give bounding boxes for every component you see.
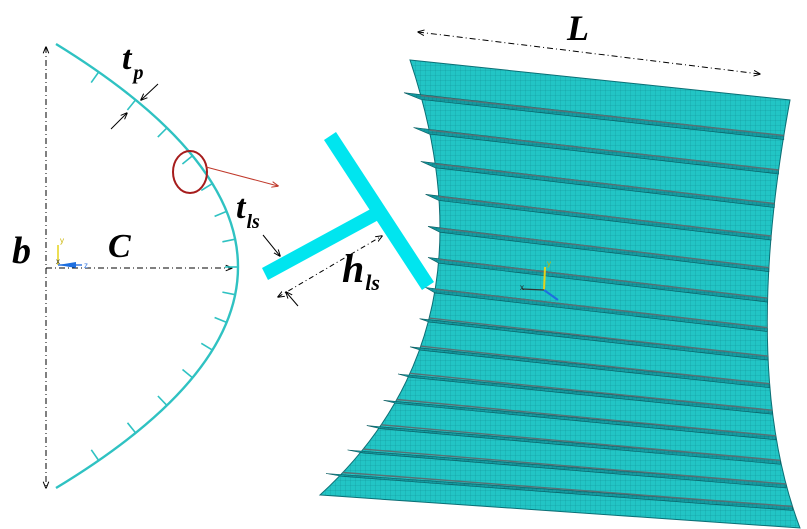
stiffener-weld-line — [435, 163, 775, 205]
stiffener-weld-line — [439, 227, 769, 269]
stiffener-tick — [214, 210, 227, 218]
stiffener-tick — [200, 342, 213, 351]
fe-mesh-panel-view: L x y — [318, 8, 801, 529]
stiffener-weld-line — [342, 471, 793, 508]
stiffener-web — [262, 205, 384, 280]
stiffener-weld-line — [438, 258, 768, 299]
stiffener-thickness-arrow-top — [262, 234, 280, 256]
panel-stiffeners — [325, 92, 793, 511]
axis-y-label-3d: y — [547, 259, 551, 268]
axis-triad-right: x y — [520, 259, 559, 301]
plate-thickness-arrow-bottom — [110, 113, 127, 130]
stiffener-weld-line — [381, 424, 781, 461]
axis-x-label: x — [56, 257, 60, 266]
stiffener-weld-line — [438, 195, 772, 237]
axis-triad-left: y z x — [56, 236, 88, 270]
stiffener-weld-line — [363, 448, 787, 485]
curvature-depth-label: C — [108, 228, 131, 265]
stiffener-weld-line — [409, 372, 773, 411]
stiffener-height-dimension-line — [278, 236, 382, 297]
axis-z-label: z — [84, 261, 88, 270]
panel-width-label: b — [12, 230, 31, 272]
stiffener-tick — [181, 368, 194, 379]
stiffener-tick — [126, 422, 137, 434]
plate-thickness-arrow-top — [141, 83, 159, 100]
detail-pointer-arrow — [205, 166, 278, 186]
stiffener-tick — [90, 449, 100, 461]
stiffener-tick — [222, 291, 236, 296]
axis-x-label-3d: x — [520, 283, 524, 292]
stiffener-tick — [222, 238, 236, 243]
stiffener-weld-line — [420, 345, 770, 385]
stiffener-thickness-label: tls — [236, 189, 260, 233]
stiffener-tick — [181, 155, 194, 165]
stiffener-weld-line — [429, 129, 779, 171]
stiffener-weld-line — [435, 288, 768, 329]
stiffener-ticks — [90, 71, 238, 461]
detail-highlight-circle — [172, 150, 208, 194]
stiffener-tick — [157, 127, 168, 138]
stiffener-tick — [214, 316, 227, 324]
panel-length-label: L — [566, 8, 589, 48]
panel-length-dimension-line — [418, 32, 760, 74]
stiffener-weld-line — [420, 94, 784, 137]
axis-y-label: y — [60, 236, 64, 245]
panel-stiffener — [347, 449, 787, 489]
stiffener-tick — [90, 71, 100, 84]
stiffener-tick — [157, 395, 168, 406]
stiffener-weld-line — [396, 398, 776, 437]
stiffener-thickness-arrow-bottom — [286, 292, 299, 307]
stiffener-tick — [126, 99, 137, 111]
stiffener-section-view: tls hls — [236, 132, 434, 307]
curved-shell-surface — [318, 59, 801, 529]
stiffener-tick — [200, 182, 213, 192]
stiffener-height-label: hls — [342, 246, 380, 295]
panel-stiffener — [325, 473, 793, 511]
stiffener-weld-line — [429, 317, 769, 357]
